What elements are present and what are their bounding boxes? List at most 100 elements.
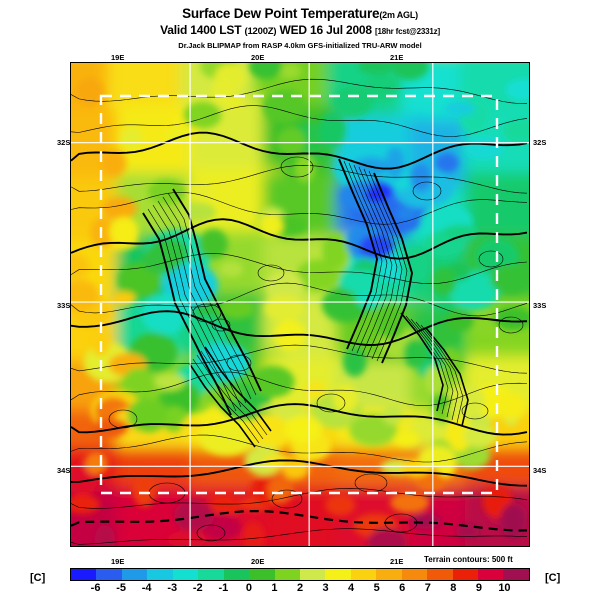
colorbar-swatch-12 bbox=[376, 569, 402, 580]
terrain-contour-line bbox=[71, 528, 528, 545]
title-agl-note: (2m AGL) bbox=[379, 10, 418, 20]
field-noise-blob bbox=[333, 383, 358, 414]
colorbar-tick-3: 3 bbox=[322, 582, 329, 594]
colorbar-tick-2: 2 bbox=[296, 582, 304, 594]
field-noise-blob bbox=[75, 77, 104, 106]
terrain-contour-line bbox=[71, 131, 528, 170]
field-noise-blob bbox=[173, 499, 214, 532]
field-noise-blob bbox=[495, 393, 527, 420]
lon-label-top-0: 19E bbox=[111, 53, 125, 62]
terrain-contour-line bbox=[196, 354, 264, 440]
valid-time-utc: (1200Z) bbox=[244, 26, 277, 37]
terrain-contour-line bbox=[368, 170, 408, 362]
colorbar-swatch-5 bbox=[198, 569, 224, 580]
colorbar-tick-labels: -6 -5 -4 -3 -2 -1 0 1 2 3 4 5 6 7 8 9 10 bbox=[70, 582, 530, 596]
terrain-contour-line bbox=[167, 192, 257, 396]
terrain-contour-closed bbox=[316, 393, 346, 413]
colorbar-tick-1: 1 bbox=[271, 582, 278, 594]
colorbar-unit-right: [C] bbox=[545, 572, 561, 584]
lon-label-top-2: 21E bbox=[390, 53, 404, 62]
colorbar-tick--2: -2 bbox=[192, 582, 203, 594]
field-detail-blob bbox=[349, 414, 398, 447]
field-noise-blob bbox=[132, 471, 157, 508]
field-noise-blob bbox=[283, 415, 323, 444]
field-noise-blob bbox=[199, 228, 228, 260]
field-noise-blob bbox=[463, 424, 497, 448]
field-noise-blob bbox=[357, 63, 395, 74]
terrain-contour-closed bbox=[226, 354, 252, 372]
field-noise-blob bbox=[102, 197, 138, 220]
terrain-contour-line bbox=[348, 162, 388, 354]
colorbar-swatch-13 bbox=[401, 569, 428, 580]
colorbar-swatch-15 bbox=[452, 569, 478, 580]
colorbar-tick--3: -3 bbox=[167, 582, 178, 594]
colorbar-swatch-16 bbox=[478, 569, 504, 580]
page-title: Surface Dew Point Temperature(2m AGL) bbox=[0, 7, 600, 22]
field-noise-blob bbox=[456, 523, 480, 538]
terrain-contour-line bbox=[71, 487, 528, 509]
lat-label-right-2: 34S bbox=[533, 466, 547, 475]
colorbar-tick-7: 7 bbox=[424, 582, 431, 594]
terrain-contour-line bbox=[425, 327, 469, 427]
field-noise-blob bbox=[218, 297, 256, 319]
colorbar-tick--4: -4 bbox=[141, 582, 152, 594]
field-noise-blob bbox=[71, 494, 100, 514]
field-noise-blob bbox=[319, 112, 346, 148]
colorbar-tick-8: 8 bbox=[450, 582, 457, 594]
colorbar-swatch-1 bbox=[96, 569, 122, 580]
colorbar-swatch-2 bbox=[121, 569, 148, 580]
field-noise-blob bbox=[127, 397, 168, 433]
terrain-contour-line bbox=[71, 218, 528, 260]
field-noise-blob bbox=[169, 381, 201, 415]
valid-time-local: Valid 1400 LST bbox=[160, 23, 242, 37]
terrain-contour-line bbox=[162, 196, 252, 400]
terrain-contour-line bbox=[147, 208, 237, 412]
model-credit: Dr.Jack BLIPMAP from RASP 4.0km GFS-init… bbox=[178, 41, 422, 50]
colorbar-tick-10: 10 bbox=[498, 582, 511, 594]
field-detail-blob bbox=[250, 365, 295, 398]
terrain-contour-closed bbox=[271, 489, 303, 509]
colorbar-tick-5: 5 bbox=[373, 582, 380, 594]
field-noise-blob bbox=[181, 417, 202, 437]
terrain-contour-closed bbox=[211, 318, 231, 332]
field-noise-blob bbox=[84, 451, 108, 475]
field-noise-blob bbox=[333, 85, 374, 117]
colorbar bbox=[70, 568, 530, 581]
field-noise-blob bbox=[90, 217, 117, 248]
colorbar-tick-9: 9 bbox=[475, 582, 482, 594]
field-noise-blob bbox=[109, 216, 139, 248]
field-noise-blob bbox=[435, 152, 459, 173]
field-noise-blob bbox=[385, 146, 405, 180]
field-noise-blob bbox=[147, 179, 186, 205]
field-noise-blob bbox=[382, 404, 404, 425]
terrain-contour-closed bbox=[280, 156, 314, 178]
terrain-contour-line bbox=[71, 164, 528, 194]
terrain-contour-line bbox=[204, 346, 272, 432]
field-noise-blob bbox=[180, 202, 216, 223]
terrain-contour-line bbox=[71, 105, 528, 137]
terrain-contour-line bbox=[373, 172, 413, 364]
colorbar-swatch-3 bbox=[147, 569, 173, 580]
field-noise-blob bbox=[432, 393, 452, 410]
colorbar-tick-4: 4 bbox=[348, 582, 355, 594]
colorbar-tick-6: 6 bbox=[399, 582, 406, 594]
field-noise-blob bbox=[277, 63, 302, 80]
field-noise-blob bbox=[219, 261, 244, 277]
field-noise-blob bbox=[401, 249, 430, 284]
terrain-contour-line bbox=[363, 168, 403, 360]
field-noise-blob bbox=[359, 234, 395, 260]
terrain-contour-line bbox=[71, 192, 528, 225]
field-noise-blob bbox=[444, 310, 475, 332]
terrain-contour-closed bbox=[192, 303, 222, 323]
terrain-contour-line bbox=[71, 459, 528, 487]
lat-label-right-1: 33S bbox=[533, 301, 547, 310]
field-noise-blob bbox=[249, 63, 283, 80]
terrain-contour-closed bbox=[461, 402, 489, 420]
lon-label-bottom-1: 20E bbox=[251, 557, 265, 566]
field-noise-blob bbox=[294, 154, 316, 183]
colorbar-swatch-0 bbox=[71, 569, 97, 580]
field-detail-blob bbox=[296, 259, 341, 292]
terrain-contour-line bbox=[71, 310, 528, 346]
field-noise-blob bbox=[342, 346, 367, 377]
colorbar-tick--5: -5 bbox=[116, 582, 126, 594]
